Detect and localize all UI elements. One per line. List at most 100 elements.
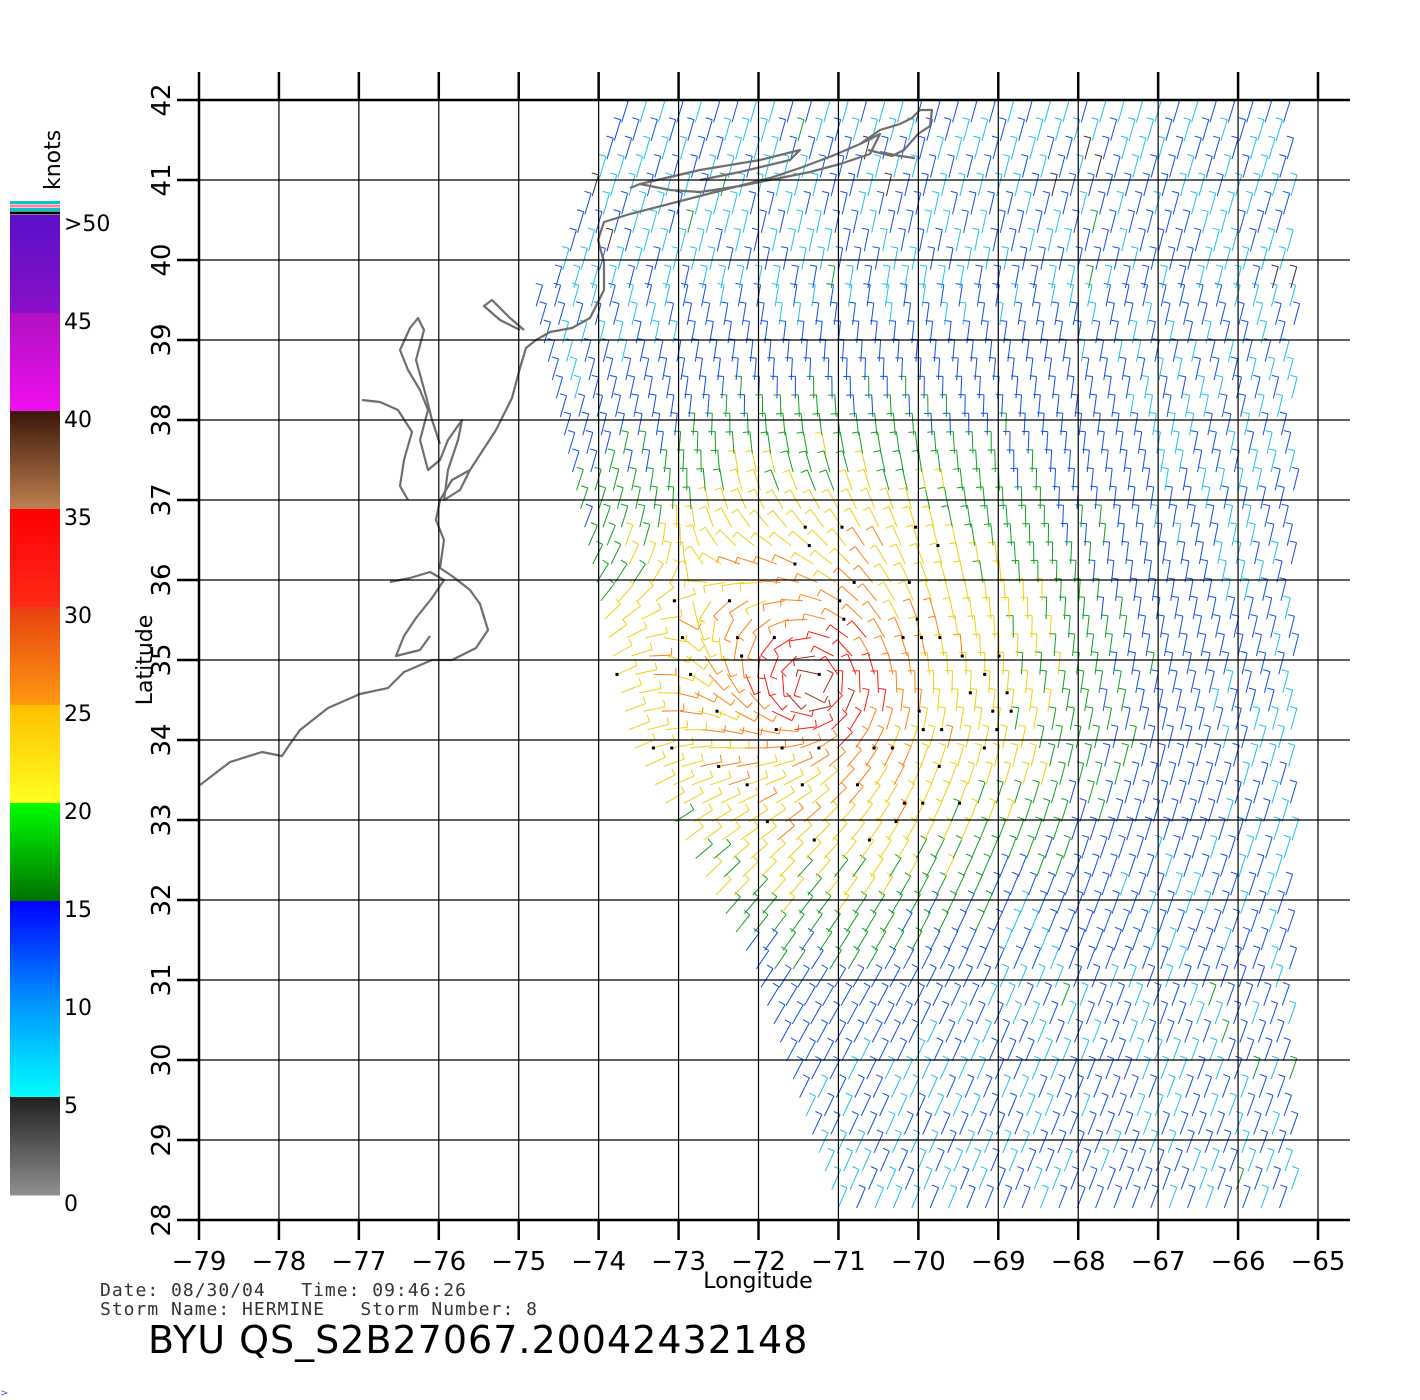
- wind-barb-feather: [851, 431, 859, 434]
- product-id: BYU QS_S2B27067.20042432148: [148, 1318, 809, 1362]
- wind-barb: [1266, 597, 1273, 620]
- wind-barb: [872, 1077, 883, 1098]
- wind-barb-feather: [873, 154, 881, 157]
- wind-barb-feather: [716, 856, 723, 863]
- wind-barb: [920, 1003, 932, 1025]
- wind-barb-feather: [705, 117, 713, 121]
- storm-info-line: Storm Name: HERMINE Storm Number: 8: [100, 1299, 538, 1320]
- wind-barb: [1178, 615, 1184, 638]
- wind-barb: [1256, 966, 1266, 988]
- wind-barb-feather: [736, 787, 741, 795]
- wind-barb-feather: [1259, 1074, 1267, 1078]
- wind-barb: [971, 1150, 982, 1172]
- wind-barb: [825, 877, 840, 896]
- wind-barb-feather: [720, 301, 728, 304]
- wind-barb: [1105, 450, 1109, 473]
- wind-barb-feather: [1174, 356, 1182, 359]
- wind-barb-feather: [984, 1018, 992, 1023]
- wind-barb-feather: [754, 714, 759, 722]
- wind-barb: [1129, 1021, 1138, 1043]
- wind-barb-feather: [870, 1166, 878, 1170]
- wind-barb-feather: [1033, 1055, 1041, 1060]
- wind-barb: [805, 450, 812, 473]
- wind-barb: [1164, 468, 1169, 491]
- wind-barb: [637, 413, 643, 436]
- wind-barb-feather: [956, 264, 964, 267]
- wind-barb-feather: [736, 264, 744, 267]
- wind-barb-feather: [709, 770, 714, 778]
- wind-barb: [1029, 358, 1034, 381]
- wind-barb-feather: [1254, 466, 1262, 470]
- wind-barb-feather: [1011, 871, 1019, 876]
- wind-barb: [816, 211, 822, 233]
- wind-barb-feather: [959, 908, 967, 913]
- wind-barb-feather: [1176, 448, 1184, 451]
- wind-barb: [694, 101, 702, 123]
- wind-barb-feather: [723, 117, 731, 121]
- wind-barb-feather: [627, 374, 635, 378]
- wind-barb-feather: [605, 356, 613, 360]
- wind-barb: [1241, 726, 1248, 749]
- wind-barb: [930, 413, 933, 436]
- wind-barb: [629, 376, 636, 399]
- wind-barb-feather: [1289, 706, 1297, 709]
- wind-barb-feather: [951, 927, 959, 932]
- wind-barb-feather: [699, 618, 706, 624]
- wind-barb-feather: [1275, 558, 1283, 562]
- wind-barb: [962, 856, 973, 878]
- wind-barb-feather: [780, 671, 787, 677]
- wind-barb: [646, 266, 654, 289]
- wind-barb-feather: [657, 190, 665, 194]
- wind-barb: [950, 985, 962, 1006]
- wind-barb: [713, 101, 721, 123]
- wind-barb-feather: [1215, 264, 1223, 268]
- wind-barb-feather: [869, 544, 876, 550]
- wind-barb-feather: [977, 908, 985, 913]
- wind-barb: [969, 800, 979, 822]
- wind-barb: [904, 1169, 915, 1190]
- wind-barb: [547, 340, 555, 362]
- wind-barb: [775, 791, 795, 804]
- wind-barb: [610, 376, 618, 399]
- wind-barb: [643, 358, 650, 381]
- wind-barb: [629, 543, 640, 565]
- wind-barb-feather: [893, 724, 901, 728]
- wind-barb: [790, 358, 793, 381]
- wind-barb: [1249, 229, 1257, 252]
- wind-barb: [852, 211, 859, 233]
- wind-barb-feather: [1124, 172, 1132, 176]
- wind-barb: [1080, 670, 1085, 693]
- wind-barb-feather: [832, 729, 838, 737]
- wind-barb: [895, 543, 906, 565]
- wind-barb: [905, 820, 918, 841]
- rain-flag: [855, 783, 859, 787]
- wind-barb-feather: [613, 393, 621, 396]
- wind-barb-feather: [1052, 1055, 1059, 1060]
- wind-barb: [1008, 1150, 1018, 1172]
- wind-barb: [851, 620, 867, 638]
- wind-barb: [1135, 101, 1144, 123]
- wind-barb: [1077, 763, 1085, 785]
- wind-barb-feather: [1210, 834, 1218, 838]
- wind-barb: [739, 729, 761, 735]
- wind-barb: [872, 894, 886, 914]
- wind-barb: [753, 489, 765, 510]
- wind-barb: [1228, 837, 1236, 859]
- wind-barb: [966, 156, 974, 178]
- wind-barb: [1276, 395, 1284, 417]
- rain-flag: [915, 617, 919, 621]
- wind-barb-feather: [1084, 742, 1092, 746]
- wind-barb: [1143, 542, 1148, 565]
- wind-barb: [799, 1077, 810, 1098]
- wind-barb-feather: [684, 545, 691, 551]
- wind-barb: [879, 1095, 890, 1117]
- wind-barb: [634, 739, 656, 749]
- wind-barb: [1264, 340, 1272, 362]
- wind-barb: [1117, 339, 1123, 362]
- wind-barb-feather: [1104, 375, 1112, 378]
- wind-barb-feather: [1129, 319, 1137, 323]
- wind-barb-feather: [1197, 706, 1205, 709]
- wind-barb: [1067, 1003, 1077, 1025]
- colorbar-tick-label: 30: [64, 604, 92, 629]
- wind-barb: [665, 174, 673, 197]
